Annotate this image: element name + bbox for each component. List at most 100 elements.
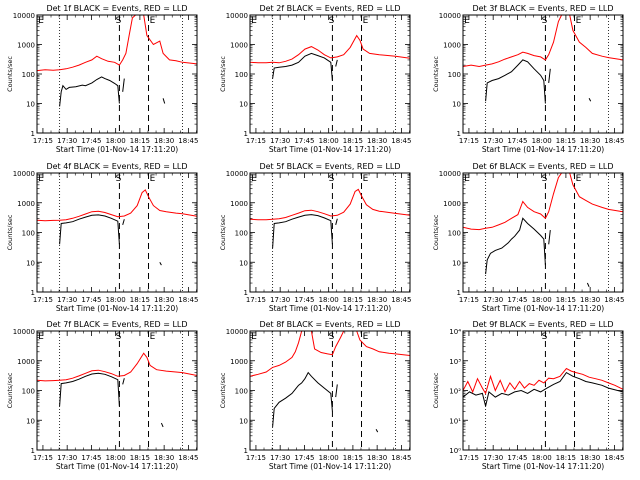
y-tick-label: 100 xyxy=(448,71,461,79)
y-tick-label: 1000 xyxy=(17,358,35,366)
x-axis-label: Start Time (01-Nov-14 17:11:20) xyxy=(56,304,178,313)
y-tick-label: 10000 xyxy=(226,170,248,178)
x-tick-label: 18:30 xyxy=(367,454,387,462)
plot-frame xyxy=(249,14,411,134)
marker-s: S xyxy=(542,174,548,184)
x-axis-label: Start Time (01-Nov-14 17:11:20) xyxy=(56,462,178,471)
y-axis-label: Counts/sec xyxy=(432,56,440,92)
marker-e: E xyxy=(576,16,582,26)
panel-3: Det 3f BLACK = Events, RED = LLD 1 10 100 10… xyxy=(432,4,624,154)
x-tick-label: 18:00 xyxy=(319,454,339,462)
x-tick-label: 18:30 xyxy=(580,137,600,145)
y-tick-label: 10 xyxy=(26,417,35,425)
panel-title: Det 6f BLACK = Events, RED = LLD xyxy=(472,162,613,171)
y-tick-label: 10000 xyxy=(13,328,35,336)
y-axis-label: Counts/sec xyxy=(219,214,227,250)
plot-frame xyxy=(249,330,411,451)
marker-e: E xyxy=(150,332,156,342)
x-tick-label: 18:15 xyxy=(556,137,576,145)
series-events xyxy=(59,214,120,245)
y-tick-label: 1000 xyxy=(443,200,461,208)
y-tick-label: 1 xyxy=(31,289,35,297)
plot-frame xyxy=(462,172,624,293)
x-tick-label: 17:45 xyxy=(507,296,527,304)
y-tick-label: 10 xyxy=(26,259,35,267)
x-tick-label: 18:15 xyxy=(343,296,363,304)
x-tick-label: 18:45 xyxy=(391,296,411,304)
plot-frame xyxy=(36,330,198,451)
marker-s: S xyxy=(116,16,122,26)
y-tick-label: 1 xyxy=(31,447,35,455)
y-tick-label: 100 xyxy=(235,71,248,79)
y-tick-label: 100 xyxy=(235,388,248,396)
marker-e: E xyxy=(576,332,582,342)
marker-e: E xyxy=(363,16,369,26)
series-events xyxy=(335,384,338,398)
y-tick-label: 1000 xyxy=(17,200,35,208)
panel-title: Det 5f BLACK = Events, RED = LLD xyxy=(259,162,400,171)
panel-4: Det 4f BLACK = Events, RED = LLD 1 10 100 10… xyxy=(6,162,198,313)
y-tick-label: 10 xyxy=(26,101,35,109)
series-lld xyxy=(463,15,563,68)
x-axis-label: Start Time (01-Nov-14 17:11:20) xyxy=(482,304,604,313)
x-tick-label: 18:15 xyxy=(130,137,150,145)
panel-1: Det 1f BLACK = Events, RED = LLD 1 10 100 10… xyxy=(6,4,198,154)
marker-e: E xyxy=(363,332,369,342)
plot-frame xyxy=(462,330,624,451)
y-axis-label: Counts/sec xyxy=(219,56,227,92)
y-tick-label: 10000 xyxy=(13,12,35,20)
series-events xyxy=(335,59,338,67)
x-tick-label: 18:00 xyxy=(106,137,126,145)
plot-frame xyxy=(249,172,411,293)
y-tick-label: 1 xyxy=(457,289,461,297)
y-axis-label: Counts/sec xyxy=(6,372,14,408)
x-tick-label: 18:30 xyxy=(154,137,174,145)
plot-frame xyxy=(36,172,198,293)
series-events xyxy=(159,262,162,266)
series-events xyxy=(485,217,546,275)
panel-title: Det 9f BLACK = Events, RED = LLD xyxy=(472,320,613,329)
panel-title: Det 4f BLACK = Events, RED = LLD xyxy=(46,162,187,171)
x-tick-label: 18:30 xyxy=(580,454,600,462)
panel-title: Det 3f BLACK = Events, RED = LLD xyxy=(472,4,613,13)
series-lld xyxy=(463,367,623,395)
y-tick-label: 1000 xyxy=(17,42,35,50)
x-tick-label: 17:30 xyxy=(483,454,503,462)
y-tick-label: 10 xyxy=(452,101,461,109)
panel-9: Det 9f BLACK = Events, RED = LLD 10⁰ 10¹ 10… xyxy=(432,320,624,471)
x-tick-label: 18:45 xyxy=(178,296,198,304)
series-lld xyxy=(250,188,410,221)
marker-s: S xyxy=(116,332,122,342)
series-lld xyxy=(250,34,410,64)
y-tick-label: 10² xyxy=(449,388,461,396)
plot-frame xyxy=(462,14,624,134)
series-lld xyxy=(143,15,197,65)
marker-e-left: E xyxy=(464,174,470,184)
series-lld xyxy=(569,15,623,61)
marker-s: S xyxy=(329,332,335,342)
x-tick-label: 17:45 xyxy=(507,137,527,145)
y-tick-label: 1 xyxy=(31,130,35,138)
series-events xyxy=(122,219,125,226)
x-tick-label: 18:45 xyxy=(604,296,624,304)
x-tick-label: 18:45 xyxy=(391,137,411,145)
x-tick-label: 17:15 xyxy=(459,137,479,145)
series-events xyxy=(586,282,590,288)
series-events xyxy=(160,422,164,428)
x-tick-label: 18:15 xyxy=(130,296,150,304)
marker-s: S xyxy=(116,174,122,184)
x-tick-label: 17:15 xyxy=(33,296,53,304)
y-tick-label: 10000 xyxy=(13,170,35,178)
x-tick-label: 17:45 xyxy=(294,296,314,304)
marker-e-left: E xyxy=(38,174,44,184)
x-tick-label: 18:00 xyxy=(532,454,552,462)
series-lld xyxy=(310,331,345,356)
x-tick-label: 18:30 xyxy=(367,296,387,304)
marker-s: S xyxy=(542,16,548,26)
y-tick-label: 100 xyxy=(235,230,248,238)
y-tick-label: 10 xyxy=(239,259,248,267)
marker-s: S xyxy=(329,174,335,184)
x-tick-label: 18:00 xyxy=(532,137,552,145)
marker-e: E xyxy=(150,174,156,184)
